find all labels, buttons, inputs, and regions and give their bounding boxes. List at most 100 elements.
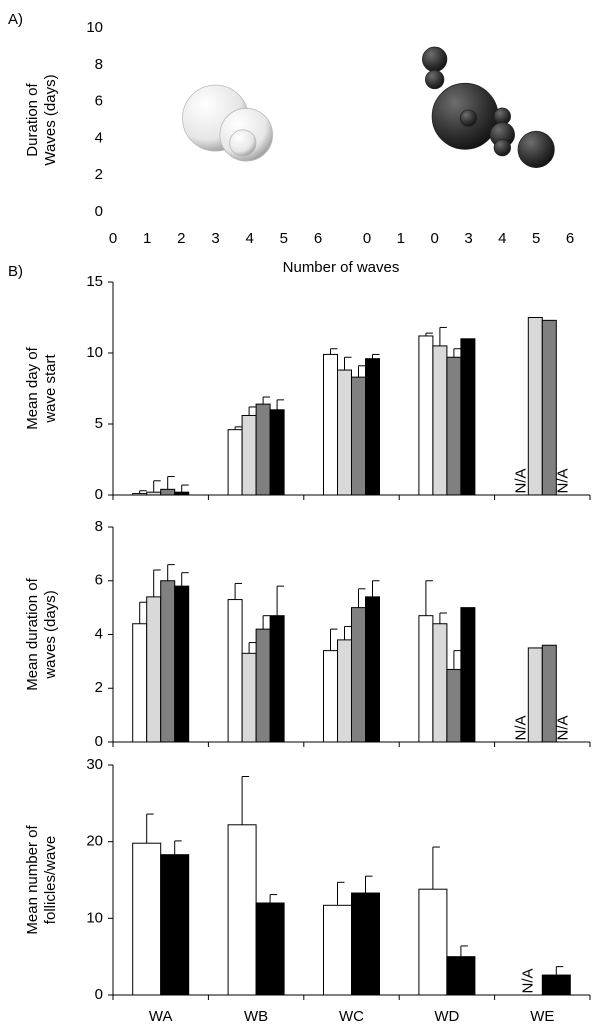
bubble	[459, 109, 478, 127]
y-tick-label: 0	[95, 986, 103, 1003]
bar	[351, 607, 366, 743]
y-tick-label: 15	[86, 273, 103, 290]
x-tick-label: 5	[280, 230, 288, 247]
y-tick-label: 5	[95, 415, 103, 432]
panel-label: A)	[8, 11, 23, 28]
x-tick-label: 5	[532, 230, 540, 247]
bar	[132, 493, 148, 496]
bar	[227, 429, 243, 496]
bar	[541, 319, 557, 496]
bar	[174, 585, 190, 743]
bar	[337, 369, 352, 496]
bar	[432, 345, 448, 496]
bar	[160, 854, 190, 996]
bar	[418, 888, 448, 996]
y-tick-label: 6	[95, 572, 103, 589]
bubble	[493, 107, 511, 125]
panel-label: B)	[8, 263, 23, 280]
x-tick-label: 4	[245, 230, 253, 247]
bar	[146, 596, 162, 743]
bar	[418, 615, 434, 743]
y-tick-label: 20	[86, 833, 103, 850]
x-tick-label: 0	[109, 230, 117, 247]
bar	[446, 668, 462, 743]
bar	[446, 956, 476, 996]
y-axis-label: Mean day ofwave start	[24, 346, 59, 429]
bar	[527, 647, 543, 743]
bar	[460, 607, 476, 743]
x-tick-label: 3	[211, 230, 219, 247]
bubble	[517, 130, 555, 168]
y-tick-label: 10	[86, 19, 103, 36]
x-tick-label: 0	[430, 230, 438, 247]
bar	[160, 580, 176, 743]
y-tick-label: 0	[95, 733, 103, 750]
x-tick-label: 3	[464, 230, 472, 247]
x-tick-label: WD	[434, 1008, 459, 1025]
y-tick-label: 10	[86, 909, 103, 926]
bar	[255, 628, 271, 743]
bubble	[425, 69, 445, 90]
bar	[174, 491, 190, 496]
bar	[527, 317, 543, 496]
bar	[160, 488, 176, 496]
y-tick-label: 0	[95, 486, 103, 503]
na-label: N/A	[554, 715, 571, 740]
y-tick-label: 2	[95, 679, 103, 696]
bar	[255, 902, 285, 996]
bar	[227, 824, 257, 996]
x-tick-label: 1	[397, 230, 405, 247]
bar	[146, 491, 162, 496]
y-axis-label: Duration ofWaves (days)	[24, 74, 59, 165]
y-tick-label: 8	[95, 518, 103, 535]
y-tick-label: 2	[95, 166, 103, 183]
bar	[337, 639, 352, 743]
y-axis-label: Mean duration ofwaves (days)	[24, 577, 59, 690]
y-tick-label: 4	[95, 625, 103, 642]
bar	[432, 623, 448, 743]
x-axis-label: Number of waves	[283, 259, 400, 276]
y-tick-label: 10	[86, 344, 103, 361]
bar	[227, 599, 243, 743]
bar	[255, 403, 271, 496]
bar	[351, 376, 366, 496]
bar	[460, 338, 476, 496]
x-tick-label: 6	[314, 230, 322, 247]
y-tick-label: 6	[95, 93, 103, 110]
bar	[418, 335, 434, 496]
x-tick-label: WA	[149, 1008, 173, 1025]
x-tick-label: WB	[244, 1008, 268, 1025]
bar	[365, 596, 380, 743]
bar	[541, 974, 571, 996]
bar	[269, 409, 285, 496]
bar	[365, 358, 380, 496]
y-tick-label: 0	[95, 203, 103, 220]
y-axis-label: Mean number offollicles/wave	[24, 825, 59, 935]
bar	[132, 623, 148, 743]
x-tick-label: WE	[530, 1008, 554, 1025]
bubble	[229, 129, 257, 157]
y-tick-label: 8	[95, 56, 103, 73]
bar	[132, 842, 162, 996]
bar	[241, 652, 257, 743]
bar	[241, 414, 257, 496]
x-tick-label: 4	[498, 230, 506, 247]
x-tick-label: 2	[177, 230, 185, 247]
bubble	[493, 138, 511, 157]
bar	[323, 904, 352, 996]
y-tick-label: 4	[95, 129, 103, 146]
y-tick-label: 30	[86, 756, 103, 773]
na-label: N/A	[512, 715, 529, 740]
bar	[351, 892, 380, 996]
bar	[269, 615, 285, 743]
na-label: N/A	[519, 968, 536, 993]
bar	[541, 644, 557, 743]
bar	[323, 353, 338, 496]
x-tick-label: 6	[566, 230, 574, 247]
bubble	[422, 46, 448, 72]
na-label: N/A	[554, 468, 571, 493]
x-tick-label: WC	[339, 1008, 364, 1025]
bar	[323, 650, 338, 743]
na-label: N/A	[512, 468, 529, 493]
